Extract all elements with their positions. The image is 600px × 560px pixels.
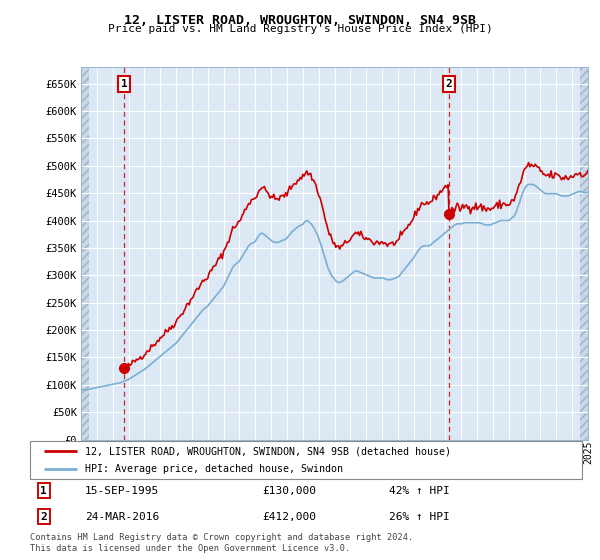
Text: 26% ↑ HPI: 26% ↑ HPI bbox=[389, 512, 449, 522]
Text: 2: 2 bbox=[446, 79, 452, 89]
Text: HPI: Average price, detached house, Swindon: HPI: Average price, detached house, Swin… bbox=[85, 464, 343, 474]
Text: Price paid vs. HM Land Registry's House Price Index (HPI): Price paid vs. HM Land Registry's House … bbox=[107, 24, 493, 34]
Text: 42% ↑ HPI: 42% ↑ HPI bbox=[389, 486, 449, 496]
Text: 15-SEP-1995: 15-SEP-1995 bbox=[85, 486, 160, 496]
Text: £412,000: £412,000 bbox=[262, 512, 316, 522]
Text: 2: 2 bbox=[40, 512, 47, 522]
Text: 1: 1 bbox=[121, 79, 127, 89]
Bar bbox=[580, 67, 590, 440]
FancyBboxPatch shape bbox=[30, 441, 582, 479]
Text: 12, LISTER ROAD, WROUGHTON, SWINDON, SN4 9SB (detached house): 12, LISTER ROAD, WROUGHTON, SWINDON, SN4… bbox=[85, 446, 451, 456]
Text: 1: 1 bbox=[40, 486, 47, 496]
Text: Contains HM Land Registry data © Crown copyright and database right 2024.
This d: Contains HM Land Registry data © Crown c… bbox=[30, 533, 413, 553]
Text: 12, LISTER ROAD, WROUGHTON, SWINDON, SN4 9SB: 12, LISTER ROAD, WROUGHTON, SWINDON, SN4… bbox=[124, 14, 476, 27]
Text: £130,000: £130,000 bbox=[262, 486, 316, 496]
Bar bbox=[81, 67, 89, 440]
Text: 24-MAR-2016: 24-MAR-2016 bbox=[85, 512, 160, 522]
